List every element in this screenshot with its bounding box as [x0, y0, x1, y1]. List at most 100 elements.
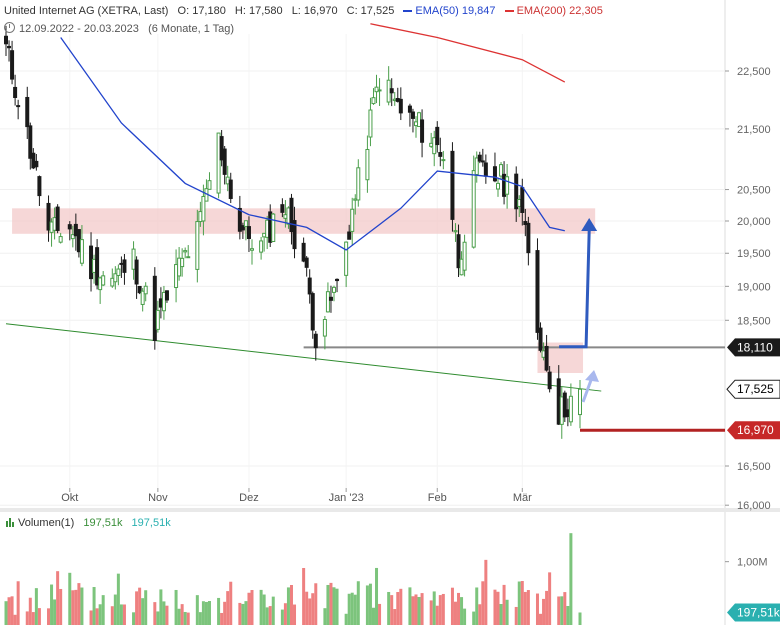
- volume-bar: [220, 612, 224, 625]
- volume-bar: [80, 587, 84, 625]
- volume-bar: [223, 601, 227, 625]
- volume-bar: [578, 612, 582, 625]
- volume-bar: [259, 589, 263, 625]
- volume-bar: [156, 611, 160, 625]
- candle-down: [122, 259, 127, 273]
- candle-up: [365, 148, 370, 181]
- volume-bar: [37, 608, 41, 625]
- candle-up: [474, 157, 479, 175]
- candle-up: [70, 234, 75, 240]
- volume-bar: [460, 597, 464, 625]
- volume-bar: [499, 604, 503, 625]
- volume-bar: [332, 587, 336, 625]
- volume-bar: [71, 590, 75, 625]
- volume-bar: [229, 581, 233, 625]
- volume-bar: [475, 587, 479, 625]
- volume-bar: [144, 590, 148, 625]
- volume-bar: [523, 591, 527, 625]
- candle-up: [350, 208, 355, 232]
- candle-up: [505, 176, 510, 195]
- volume-bar: [217, 597, 221, 625]
- candle-up: [496, 182, 500, 190]
- candle-up: [113, 273, 118, 283]
- ema50-value: 19,847: [461, 5, 496, 17]
- volume-bar: [414, 594, 418, 625]
- ema50-line: [60, 37, 565, 251]
- candle-down: [544, 345, 549, 371]
- candle-up: [207, 180, 212, 190]
- volume-bar: [226, 591, 230, 625]
- candle-down: [420, 119, 425, 143]
- volume-label: Volumen(1): [18, 517, 75, 529]
- volume-bar: [326, 584, 330, 625]
- volume-bar: [165, 605, 169, 625]
- ema200-legend[interactable]: EMA(200) 22,305: [504, 5, 603, 17]
- volume-bar: [186, 612, 190, 625]
- y-tick-label: 20,500: [737, 185, 771, 197]
- candle-down: [13, 86, 18, 98]
- volume-bar: [262, 594, 266, 625]
- candle-up: [183, 250, 188, 253]
- candle-up: [195, 221, 200, 270]
- volume-bar: [350, 592, 354, 625]
- volume-bars-icon: [6, 518, 15, 530]
- candle-down: [4, 35, 8, 45]
- volume-bar: [141, 598, 145, 625]
- candle-down: [292, 220, 297, 250]
- vol-tag-bg: [727, 603, 780, 622]
- volume-bar: [356, 581, 360, 625]
- volume-bar: [247, 592, 251, 625]
- volume-bar: [335, 588, 339, 625]
- volume-bar: [16, 581, 20, 625]
- candle-up: [243, 220, 248, 227]
- price-tag-18110-label: 18,110: [737, 340, 773, 354]
- vol-tick-label: 1,00M: [737, 557, 768, 569]
- candle-down: [407, 105, 412, 113]
- volume-bar: [13, 614, 17, 625]
- ema50-legend[interactable]: EMA(50) 19,847: [403, 5, 496, 17]
- candle-down: [535, 250, 540, 333]
- candle-up: [368, 109, 373, 138]
- candle-down: [538, 327, 543, 351]
- candle-down: [152, 275, 157, 341]
- ema200-value: 22,305: [569, 5, 603, 17]
- volume-bar: [408, 587, 412, 625]
- candle-up: [161, 291, 166, 312]
- candle-down: [37, 176, 42, 197]
- volume-bar: [545, 590, 549, 625]
- volume-bar: [195, 595, 199, 625]
- bounce-arrowhead: [585, 370, 600, 383]
- volume-bar: [371, 607, 375, 625]
- price-tag-last-bg: [727, 380, 780, 399]
- candle-down: [222, 148, 227, 175]
- volume-bar: [387, 591, 391, 625]
- candle-up: [186, 256, 191, 259]
- candle-up: [271, 213, 276, 243]
- volume-bar: [563, 592, 567, 625]
- candle-down: [16, 105, 21, 108]
- volume-bar: [472, 611, 476, 625]
- candle-up: [453, 230, 458, 233]
- volume-bar: [305, 591, 309, 625]
- volume-bar: [244, 601, 248, 625]
- volume-bar: [520, 581, 524, 625]
- volume-bar: [375, 567, 379, 625]
- volume-bar: [101, 595, 105, 625]
- volume-bar: [116, 573, 120, 625]
- high-value: H: 17,580: [234, 5, 283, 17]
- candle-down: [480, 160, 485, 163]
- candle-up: [201, 195, 206, 222]
- volume-bar: [557, 596, 561, 625]
- volume-bar: [420, 593, 424, 625]
- volume-bar: [560, 596, 564, 625]
- x-tick-label: Jan '23: [329, 492, 364, 504]
- volume-bar: [432, 591, 436, 625]
- volume-bar: [368, 583, 372, 625]
- x-tick-label: Feb: [428, 492, 447, 504]
- pane-separator: [0, 508, 780, 512]
- candle-down: [240, 225, 245, 231]
- candle-down: [246, 226, 251, 239]
- volume-bar: [4, 601, 8, 625]
- candle-up: [116, 268, 121, 276]
- target-arrow-line: [559, 230, 591, 349]
